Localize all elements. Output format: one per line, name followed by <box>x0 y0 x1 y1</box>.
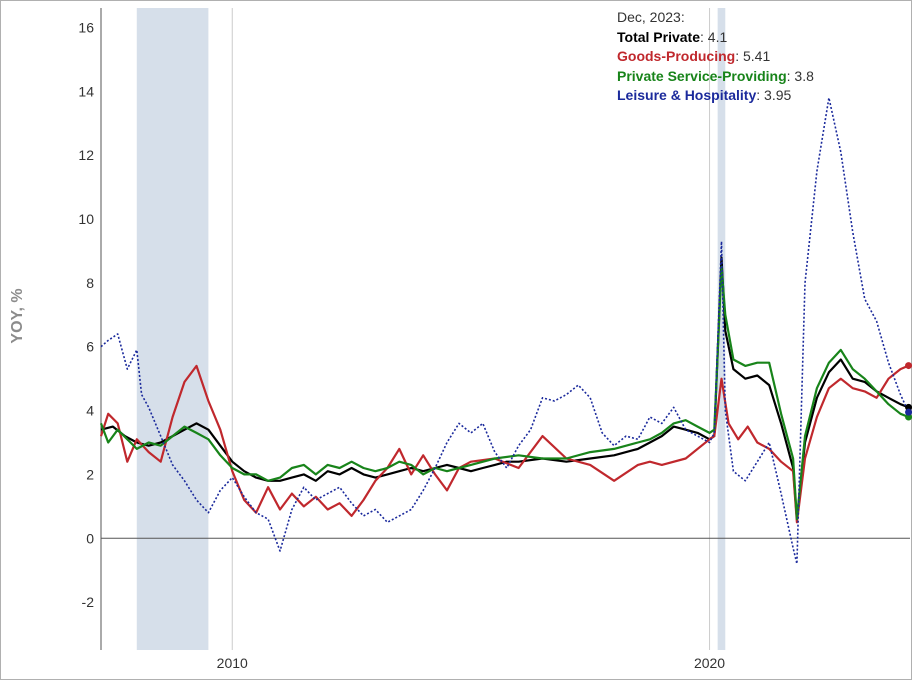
hover-tooltip: Dec, 2023: Total Private: 4.1 Goods-Prod… <box>617 8 814 106</box>
x-tick-label: 2010 <box>217 655 248 671</box>
x-tick-label: 2020 <box>694 655 725 671</box>
y-tick-label: -2 <box>82 594 95 610</box>
y-tick-label: 10 <box>78 211 94 227</box>
y-tick-label: 14 <box>78 83 94 99</box>
end-marker-goods-producing <box>905 362 912 370</box>
tooltip-series-name: Leisure & Hospitality <box>617 87 757 103</box>
y-tick-label: 0 <box>86 530 94 546</box>
y-tick-label: 12 <box>78 147 94 163</box>
series-line-private-service-providing <box>99 265 910 521</box>
series-line-leisure-hospitality <box>100 97 910 565</box>
y-tick-label: 6 <box>86 339 94 355</box>
x-tick-labels: 2010 2020 <box>217 655 726 671</box>
y-tick-label: 16 <box>78 20 94 36</box>
y-tick-label: 8 <box>86 275 94 291</box>
tooltip-date: Dec, 2023: <box>617 9 685 25</box>
y-axis-label: YOY, % <box>9 288 26 343</box>
tooltip-series-value: 4.1 <box>707 28 728 45</box>
y-tick-labels: -2 0 2 4 6 8 10 12 14 16 <box>78 20 94 611</box>
series-end-markers <box>905 362 912 421</box>
tooltip-row-goods-producing: Goods-Producing: 5.41 <box>617 48 771 64</box>
tooltip-series-value: 3.95 <box>764 87 792 103</box>
y-tick-label: 2 <box>86 466 94 482</box>
tooltip-row-total-private: Total Private: 4.1 <box>617 28 728 45</box>
tooltip-series-value: 5.41 <box>743 48 771 64</box>
tooltip-series-name: Goods-Producing <box>617 48 736 64</box>
recession-band <box>136 8 209 650</box>
end-marker-leisure-hospitality <box>905 408 912 416</box>
tooltip-row-private-service-providing: Private Service-Providing: 3.8 <box>617 67 814 84</box>
tooltip-series-name: Private Service-Providing <box>617 67 787 84</box>
vertical-gridlines <box>231 8 711 650</box>
tooltip-series-value: 3.8 <box>794 67 814 84</box>
tooltip-series-name: Total Private <box>617 28 700 45</box>
tooltip-row-leisure-hospitality: Leisure & Hospitality: 3.95 <box>617 87 792 103</box>
series-lines <box>99 97 910 565</box>
recession-band <box>717 8 726 650</box>
y-tick-label: 4 <box>86 403 94 419</box>
recession-bands <box>136 8 726 650</box>
series-line-total-private <box>100 256 910 521</box>
